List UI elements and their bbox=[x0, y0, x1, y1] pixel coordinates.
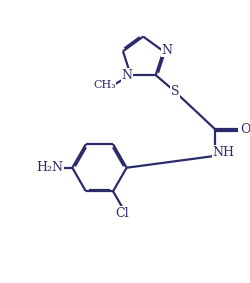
Text: CH₃: CH₃ bbox=[94, 80, 116, 90]
Text: Cl: Cl bbox=[115, 207, 129, 220]
Text: S: S bbox=[171, 85, 179, 98]
Text: NH: NH bbox=[212, 146, 234, 159]
Text: N: N bbox=[122, 68, 133, 82]
Text: H₂N: H₂N bbox=[36, 161, 63, 174]
Text: N: N bbox=[162, 44, 172, 57]
Text: O: O bbox=[240, 123, 250, 136]
